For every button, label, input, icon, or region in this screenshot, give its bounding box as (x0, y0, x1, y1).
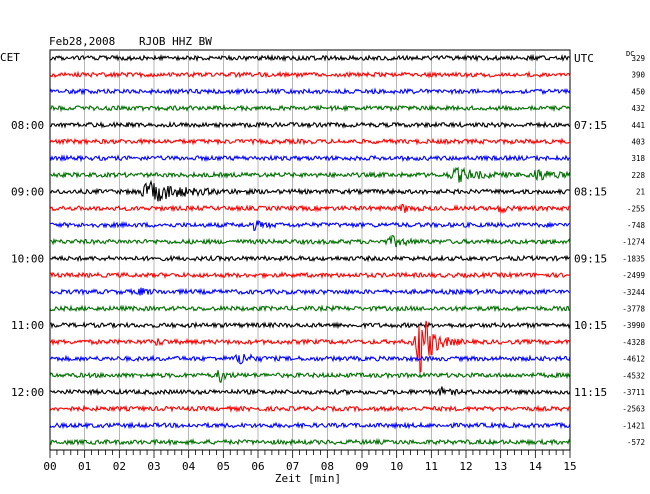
dc-offset-label: -4612 (622, 355, 645, 364)
right-time-label: UTC (574, 52, 594, 65)
right-time-labels: UTC 07:15 08:15 09:15 10:15 11:15 (574, 52, 607, 399)
seismic-trace (49, 179, 571, 202)
dc-offset-label: -255 (627, 204, 645, 213)
x-tick-label: 10 (390, 460, 403, 473)
x-tick-label: 08 (321, 460, 334, 473)
x-tick-label: 07 (286, 460, 299, 473)
right-time-label: 09:15 (574, 252, 607, 265)
header-date: Feb28,2008 (49, 35, 115, 48)
seismic-trace (49, 154, 571, 163)
dc-offset-label: -3711 (622, 388, 645, 397)
dc-offset-label: -4532 (622, 371, 645, 380)
dc-offset-label: 329 (631, 54, 645, 63)
seismic-trace (49, 321, 571, 330)
x-axis-title: Zeit [min] (275, 472, 341, 485)
left-time-label: 12:00 (11, 386, 44, 399)
right-time-label: 08:15 (574, 186, 607, 199)
dc-offset-label: 228 (631, 171, 645, 180)
minute-grid (84, 50, 536, 450)
plot-frame (49, 49, 571, 451)
seismic-trace (49, 220, 571, 232)
seismic-trace (49, 304, 571, 313)
seismic-trace (49, 103, 571, 113)
x-tick-label: 09 (355, 460, 368, 473)
x-tick-label: 11 (425, 460, 438, 473)
seismic-trace (49, 70, 571, 79)
trace-group (49, 53, 571, 447)
left-time-label: 10:00 (11, 252, 44, 265)
x-axis: 00 01 02 03 04 05 06 07 08 09 10 11 12 13 14 15 (43, 450, 577, 473)
dc-offset-label: 403 (631, 138, 645, 147)
dc-header-label: DC (626, 50, 634, 58)
x-tick-label: 13 (494, 460, 507, 473)
dc-offset-labels: 329 390 450 432 441 403 318 228 21 -255 -748 -1274 -… (622, 54, 645, 447)
x-tick-label: 02 (113, 460, 126, 473)
dc-offset-label: -3778 (622, 305, 645, 314)
left-time-label: 08:00 (11, 119, 44, 132)
x-tick-label: 03 (147, 460, 160, 473)
dc-offset-label: -1274 (622, 238, 645, 247)
seismic-trace (49, 287, 571, 297)
seismic-trace (49, 137, 571, 146)
seismic-trace (50, 53, 571, 63)
dc-offset-label: 390 (631, 71, 645, 80)
x-tick-label: 14 (529, 460, 543, 473)
right-time-label: 11:15 (574, 386, 607, 399)
seismic-trace (49, 203, 571, 215)
dc-offset-label: -748 (627, 221, 646, 230)
dc-offset-label: 21 (636, 188, 645, 197)
x-tick-label: 06 (251, 460, 264, 473)
left-time-label: 09:00 (11, 186, 44, 199)
seismic-trace (49, 87, 571, 96)
dc-offset-label: 432 (631, 104, 645, 113)
dc-offset-label: -3244 (622, 288, 645, 297)
dc-offset-label: 318 (631, 154, 645, 163)
dc-offset-label: -1835 (622, 254, 645, 263)
right-time-label: 10:15 (574, 319, 607, 332)
dc-offset-label: 441 (631, 121, 645, 130)
seismic-trace (49, 437, 571, 447)
x-tick-label: 12 (459, 460, 472, 473)
x-tick-label: 04 (182, 460, 196, 473)
seismic-trace (49, 370, 571, 383)
dc-offset-label: -1421 (622, 421, 645, 430)
seismic-trace (49, 353, 571, 365)
seismic-trace (49, 421, 571, 430)
x-tick-label: 01 (78, 460, 91, 473)
header-station: RJOB HHZ BW (139, 35, 212, 48)
dc-offset-label: -2563 (622, 405, 645, 414)
seismic-trace (49, 271, 571, 280)
dc-offset-label: 450 (631, 87, 645, 96)
seismic-trace (49, 404, 571, 413)
left-time-label: 11:00 (11, 319, 44, 332)
dc-offset-label: -572 (627, 438, 645, 447)
dc-offset-label: -2499 (622, 271, 645, 280)
seismic-trace (49, 386, 571, 397)
seismic-trace (50, 166, 571, 183)
x-tick-label: 05 (217, 460, 230, 473)
dc-offset-label: -4328 (622, 338, 645, 347)
right-time-label: 07:15 (574, 119, 607, 132)
left-timezone-label: CET (0, 51, 20, 64)
dc-offset-label: -3990 (622, 321, 645, 330)
x-tick-label: 00 (43, 460, 56, 473)
seismic-trace (49, 120, 571, 129)
x-tick-label: 15 (563, 460, 576, 473)
left-time-labels: 08:00 09:00 10:00 11:00 12:00 (11, 119, 44, 399)
seismic-trace (49, 320, 571, 374)
seismic-trace (49, 234, 571, 248)
seismic-trace (49, 254, 571, 263)
